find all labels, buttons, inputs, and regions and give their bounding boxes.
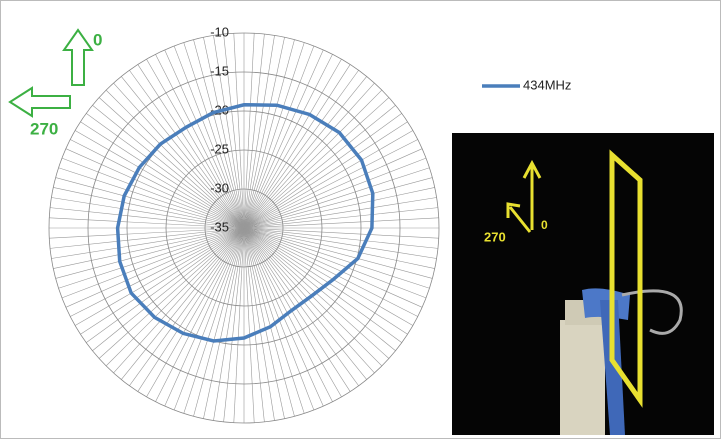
spokes [49,33,439,423]
r-tick-label: -25 [210,141,229,156]
chart: 0 270 270 0 -10-15-20-25-30-35434MHz [0,0,721,439]
annotation: 270 [484,229,506,244]
photo: 270 0 [452,133,714,435]
r-tick-label: -30 [210,180,229,195]
legend-label: 434MHz [523,77,571,92]
r-tick-label: -35 [210,219,229,234]
annotation: 0 [541,218,548,232]
annotation: 0 [93,30,102,49]
r-tick-label: -15 [210,63,229,78]
r-tick-label: -10 [210,24,229,39]
annotation: 270 [30,119,58,138]
